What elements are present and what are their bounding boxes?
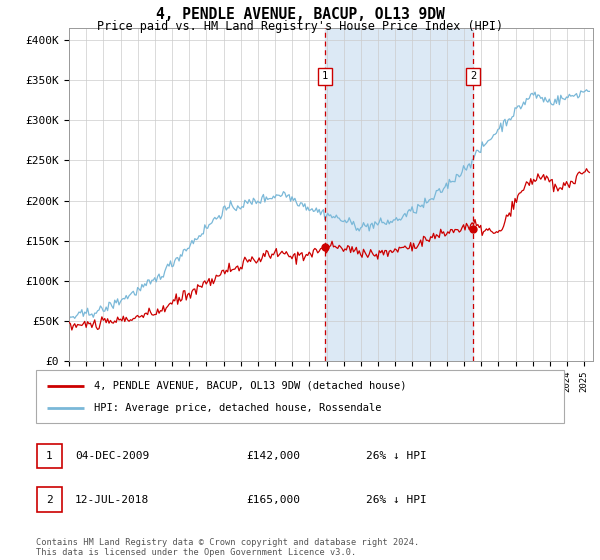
Text: HPI: Average price, detached house, Rossendale: HPI: Average price, detached house, Ross… xyxy=(94,403,382,413)
Text: £142,000: £142,000 xyxy=(246,451,300,461)
Text: 4, PENDLE AVENUE, BACUP, OL13 9DW: 4, PENDLE AVENUE, BACUP, OL13 9DW xyxy=(155,7,445,22)
Text: 12-JUL-2018: 12-JUL-2018 xyxy=(75,494,149,505)
Text: 2: 2 xyxy=(470,71,476,81)
Text: 1: 1 xyxy=(322,71,328,81)
Text: 2: 2 xyxy=(46,494,53,505)
FancyBboxPatch shape xyxy=(36,370,564,423)
Text: Price paid vs. HM Land Registry's House Price Index (HPI): Price paid vs. HM Land Registry's House … xyxy=(97,20,503,32)
FancyBboxPatch shape xyxy=(37,487,62,512)
FancyBboxPatch shape xyxy=(37,444,62,468)
Bar xyxy=(325,28,473,361)
Text: 4, PENDLE AVENUE, BACUP, OL13 9DW (detached house): 4, PENDLE AVENUE, BACUP, OL13 9DW (detac… xyxy=(94,381,407,390)
Text: 26% ↓ HPI: 26% ↓ HPI xyxy=(366,451,427,461)
Text: Contains HM Land Registry data © Crown copyright and database right 2024.
This d: Contains HM Land Registry data © Crown c… xyxy=(36,538,419,557)
Text: 26% ↓ HPI: 26% ↓ HPI xyxy=(366,494,427,505)
Text: 04-DEC-2009: 04-DEC-2009 xyxy=(75,451,149,461)
Text: 1: 1 xyxy=(46,451,53,461)
Text: £165,000: £165,000 xyxy=(246,494,300,505)
